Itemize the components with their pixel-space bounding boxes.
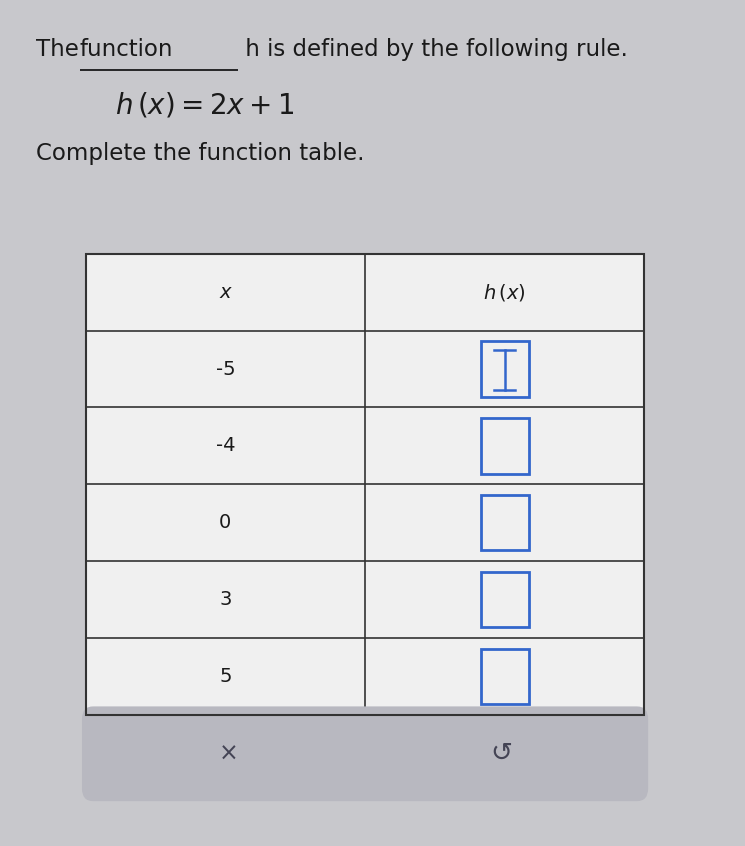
Text: 3: 3 <box>219 591 232 609</box>
Text: ×: × <box>219 742 239 766</box>
Text: -5: -5 <box>215 360 235 378</box>
Text: Complete the function table.: Complete the function table. <box>36 142 364 165</box>
Bar <box>481 342 529 397</box>
Bar <box>481 572 529 627</box>
Bar <box>481 495 529 551</box>
Bar <box>86 254 644 715</box>
Text: ↺: ↺ <box>490 741 512 766</box>
FancyBboxPatch shape <box>82 706 648 801</box>
Text: 5: 5 <box>219 667 232 686</box>
Bar <box>481 418 529 474</box>
Text: The: The <box>36 38 86 61</box>
Text: -4: -4 <box>215 437 235 455</box>
Text: 0: 0 <box>219 514 232 532</box>
Text: h is defined by the following rule.: h is defined by the following rule. <box>238 38 628 61</box>
Bar <box>86 254 644 715</box>
Text: $h\,(x)$: $h\,(x)$ <box>484 282 526 303</box>
Text: $h\,(x) = 2x + 1$: $h\,(x) = 2x + 1$ <box>115 91 295 119</box>
Text: x: x <box>220 283 231 302</box>
Bar <box>481 649 529 704</box>
Text: function: function <box>80 38 174 61</box>
